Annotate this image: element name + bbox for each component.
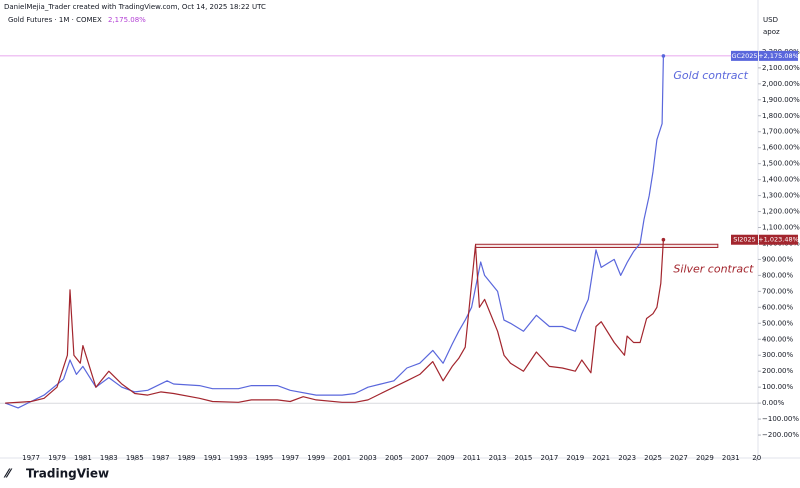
x-tick-label: 2017 — [540, 454, 558, 462]
brand-logo: ⁄⁄ — [3, 467, 13, 481]
y-tick-label: 1,600.00% — [762, 144, 800, 152]
y-tick-label: −100.00% — [762, 415, 799, 423]
value-box — [759, 50, 798, 61]
y-tick-label: 1,500.00% — [762, 160, 800, 168]
x-tick-label: 2011 — [463, 454, 481, 462]
x-tick-label: 2005 — [385, 454, 403, 462]
last-point — [661, 237, 666, 242]
x-tick-label: 1979 — [48, 454, 66, 462]
y-tick-label: 2,100.00% — [762, 64, 800, 72]
y-tick-label: 900.00% — [762, 255, 793, 263]
x-tick-label: 2001 — [333, 454, 351, 462]
y-tick-label: 1,200.00% — [762, 208, 800, 216]
last-value: 2,175.08% — [108, 16, 146, 24]
symbol: Gold Futures · 1M · COMEX — [8, 16, 102, 24]
y-tick-label: 1,100.00% — [762, 224, 800, 232]
x-tick-label: 2009 — [437, 454, 455, 462]
x-tick-label: 2015 — [515, 454, 533, 462]
resistance-band — [475, 243, 719, 248]
x-tick-label: 2013 — [489, 454, 507, 462]
series-annotation: Gold contract — [673, 69, 748, 82]
x-tick-label: 2021 — [592, 454, 610, 462]
brand: TradingView — [26, 467, 109, 481]
y-tick-label: 200.00% — [762, 367, 793, 375]
y-tick-label: 1,800.00% — [762, 112, 800, 120]
x-tick-label: 1995 — [255, 454, 273, 462]
x-tick-label: 1989 — [178, 454, 196, 462]
x-tick-label: 2029 — [696, 454, 714, 462]
x-tick-label: 1991 — [204, 454, 222, 462]
y-tick-label: 400.00% — [762, 335, 793, 343]
y-tick-label: 800.00% — [762, 271, 793, 279]
x-tick-label: 1987 — [152, 454, 170, 462]
value-label: +1,023.48% — [758, 236, 799, 244]
value-box — [759, 234, 798, 245]
x-tick-label: 2023 — [618, 454, 636, 462]
x-tick-label: 1977 — [22, 454, 40, 462]
series-line — [4, 55, 664, 409]
y-tick-label: 100.00% — [762, 383, 793, 391]
x-tick-label: 2003 — [359, 454, 377, 462]
y-tick-label: 1,700.00% — [762, 128, 800, 136]
y-tick-label: 1,400.00% — [762, 176, 800, 184]
x-tick-label: 1985 — [126, 454, 144, 462]
x-tick-label: 20 — [752, 454, 761, 462]
x-tick-label: 1993 — [229, 454, 247, 462]
x-tick-label: 1981 — [74, 454, 92, 462]
byline: DanielMejia_Trader created with TradingV… — [4, 3, 266, 11]
last-point — [661, 54, 666, 58]
x-tick-label: 2007 — [411, 454, 429, 462]
ticker-box — [731, 234, 758, 245]
y-tick-label: 500.00% — [762, 319, 793, 327]
y-tick-label: 1,900.00% — [762, 96, 800, 104]
y-tick-label: 600.00% — [762, 303, 793, 311]
ticker-label: GC2025 — [731, 52, 757, 60]
y-tick-label: 300.00% — [762, 351, 793, 359]
x-tick-label: 2031 — [722, 454, 740, 462]
series-line — [5, 239, 664, 404]
x-tick-label: 2025 — [644, 454, 662, 462]
x-tick-label: 1999 — [307, 454, 325, 462]
y-tick-label: 2,000.00% — [762, 80, 800, 88]
ticker-label: SI2025 — [733, 236, 756, 244]
y-tick-label: −200.00% — [762, 431, 799, 439]
unit: apoz — [763, 28, 780, 36]
y-tick-label: 0.00% — [762, 399, 785, 407]
ticker-box — [731, 50, 758, 61]
x-tick-label: 1997 — [281, 454, 299, 462]
x-tick-label: 1983 — [100, 454, 118, 462]
value-label: +2,175.08% — [758, 52, 799, 60]
series-annotation: Silver contract — [673, 263, 754, 276]
x-tick-label: 2027 — [670, 454, 688, 462]
x-tick-label: 2019 — [566, 454, 584, 462]
currency: USD — [763, 16, 778, 24]
y-tick-label: 700.00% — [762, 287, 793, 295]
y-tick-label: 1,300.00% — [762, 192, 800, 200]
